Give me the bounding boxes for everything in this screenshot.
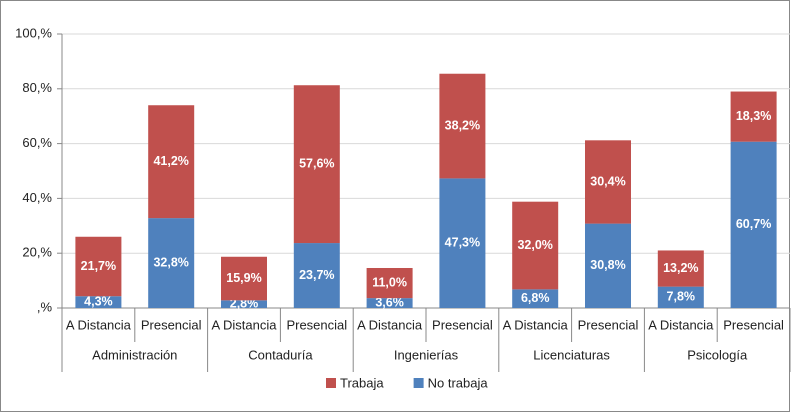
y-tick-label: 100,%	[15, 25, 52, 40]
y-tick-label: 60,%	[22, 135, 52, 150]
y-tick-label: 20,%	[22, 245, 52, 260]
value-label: 11,0%	[372, 275, 407, 289]
bar-segment	[293, 85, 340, 244]
legend-swatch	[413, 378, 424, 388]
value-label: 7,8%	[667, 290, 696, 304]
legend-swatch	[326, 378, 336, 388]
value-label: 41,2%	[153, 154, 188, 168]
value-label: 38,2%	[445, 118, 480, 132]
value-label: 21,7%	[81, 259, 116, 273]
value-label: 6,8%	[521, 291, 550, 305]
x-tick-label: Presencial	[141, 317, 202, 332]
value-label: 32,8%	[153, 255, 188, 269]
bar-segment	[657, 250, 704, 287]
legend-label: No trabaja	[428, 375, 489, 390]
group-label: Administración	[92, 347, 177, 362]
bar-segment	[148, 105, 195, 219]
y-tick-label: ,%	[37, 299, 53, 314]
bar-segment	[148, 218, 195, 308]
bar-segment	[75, 236, 122, 297]
value-label: 30,4%	[590, 174, 625, 188]
value-label: 57,6%	[299, 156, 334, 170]
value-label: 18,3%	[736, 109, 771, 123]
value-label: 30,8%	[590, 258, 625, 272]
group-label: Licenciaturas	[533, 347, 610, 362]
value-label: 13,2%	[663, 261, 698, 275]
bar-segment	[439, 73, 486, 179]
group-label: Ingenierías	[394, 347, 459, 362]
x-tick-label: Presencial	[578, 317, 639, 332]
value-label: 4,3%	[84, 294, 113, 308]
bar-segment	[293, 243, 340, 308]
value-label: 32,0%	[517, 238, 552, 252]
x-tick-label: A Distancia	[503, 317, 569, 332]
value-label: 3,6%	[375, 295, 404, 309]
legend-label: Trabaja	[340, 375, 384, 390]
bar-segment	[221, 300, 267, 308]
x-tick-label: A Distancia	[648, 317, 714, 332]
value-label: 47,3%	[445, 235, 480, 249]
x-tick-label: Presencial	[286, 317, 347, 332]
bar-segment	[75, 296, 122, 308]
x-tick-label: A Distancia	[211, 317, 277, 332]
value-label: 23,7%	[299, 268, 334, 282]
bar-segment	[730, 91, 777, 142]
x-tick-label: A Distancia	[357, 317, 423, 332]
bar-segment	[366, 298, 413, 308]
bar-segment	[730, 141, 777, 308]
value-label: 15,9%	[226, 271, 261, 285]
bar-segment	[512, 201, 559, 290]
group-label: Psicología	[687, 347, 748, 362]
x-tick-label: Presencial	[723, 317, 784, 332]
bar-segment	[585, 140, 631, 224]
x-tick-label: A Distancia	[66, 317, 132, 332]
y-tick-label: 80,%	[22, 80, 52, 95]
x-tick-label: Presencial	[432, 317, 493, 332]
value-label: 60,7%	[736, 217, 771, 231]
bar-segment	[585, 223, 631, 308]
bar-segment	[439, 178, 486, 308]
bar-segment	[221, 256, 267, 301]
bar-segment	[657, 286, 704, 308]
group-label: Contaduría	[248, 347, 313, 362]
y-tick-label: 40,%	[22, 190, 52, 205]
bar-segment	[512, 289, 559, 308]
bar-segment	[366, 267, 413, 299]
